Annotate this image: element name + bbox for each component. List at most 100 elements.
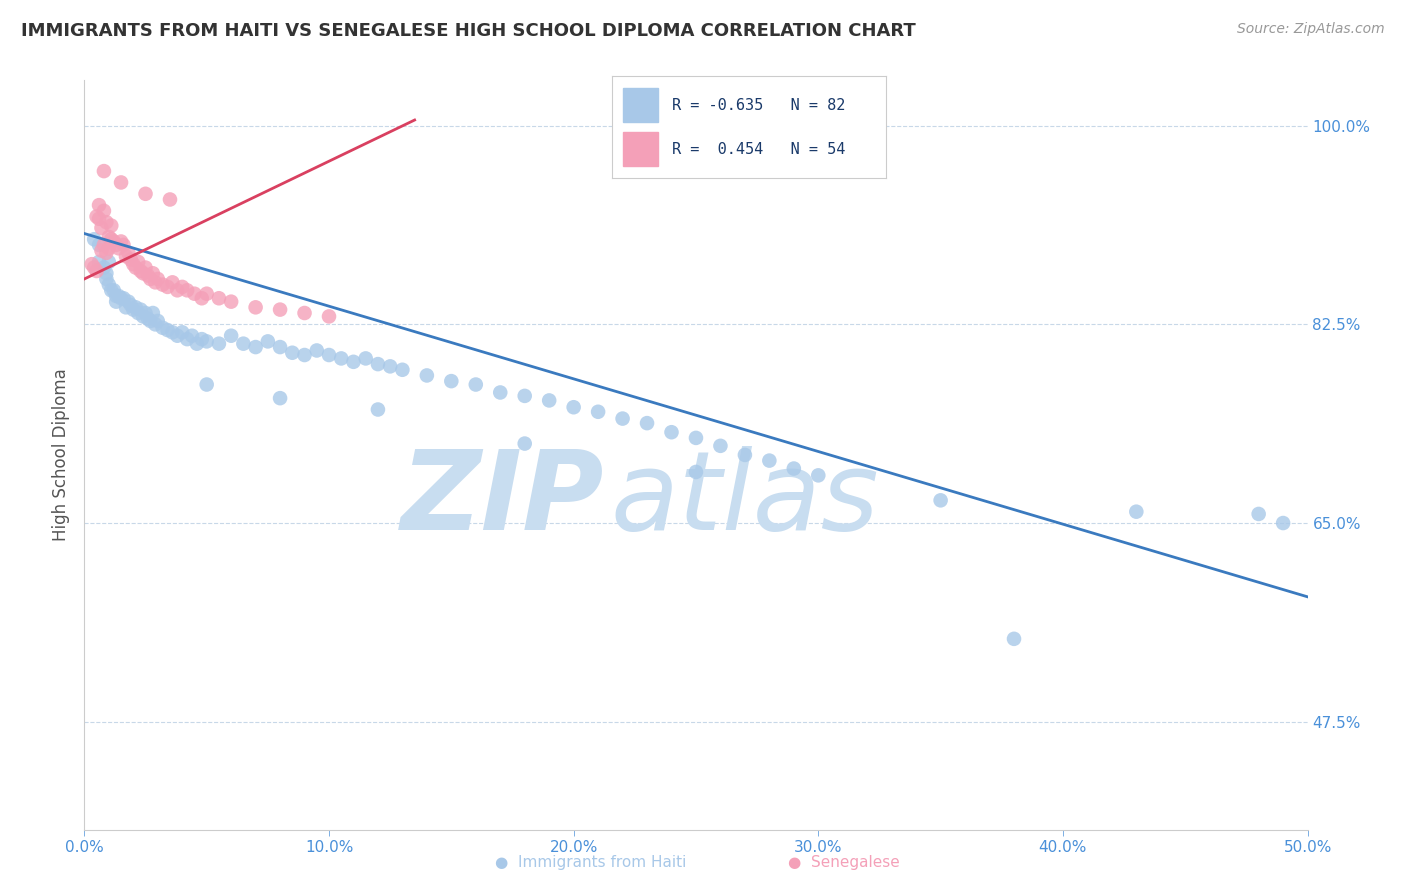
Point	[143, 318, 166, 332]
Point	[783, 461, 806, 475]
Text: ●  Immigrants from Haiti: ● Immigrants from Haiti	[495, 855, 686, 870]
Point	[87, 255, 110, 269]
Point	[162, 276, 184, 290]
Point	[195, 377, 218, 392]
Point	[103, 235, 125, 249]
Point	[195, 286, 218, 301]
Point	[136, 311, 159, 326]
Point	[166, 283, 188, 297]
Point	[538, 393, 561, 408]
Point	[208, 291, 231, 305]
Point	[105, 238, 128, 252]
Point	[135, 306, 157, 320]
Point	[135, 260, 157, 275]
Point	[440, 374, 463, 388]
Point	[120, 298, 142, 312]
Point	[117, 294, 139, 309]
Point	[1002, 632, 1025, 646]
Point	[83, 260, 105, 275]
Bar	[623, 88, 658, 122]
Point	[929, 493, 952, 508]
Point	[120, 252, 142, 267]
Point	[166, 328, 188, 343]
Text: ●  Senegalese: ● Senegalese	[787, 855, 900, 870]
Point	[100, 232, 122, 246]
Point	[90, 244, 112, 258]
Point	[232, 336, 254, 351]
Point	[245, 301, 267, 315]
Point	[162, 326, 184, 340]
Point	[93, 164, 115, 178]
Point	[186, 336, 208, 351]
Point	[734, 448, 756, 462]
Point	[97, 230, 120, 244]
Point	[612, 411, 634, 425]
Point	[100, 283, 122, 297]
Point	[489, 385, 512, 400]
Point	[330, 351, 353, 366]
Point	[636, 416, 658, 430]
Point	[96, 266, 118, 280]
Point	[176, 332, 198, 346]
Text: IMMIGRANTS FROM HAITI VS SENEGALESE HIGH SCHOOL DIPLOMA CORRELATION CHART: IMMIGRANTS FROM HAITI VS SENEGALESE HIGH…	[21, 22, 915, 40]
Point	[97, 255, 120, 269]
Point	[219, 294, 242, 309]
Point	[93, 203, 115, 218]
Point	[152, 277, 174, 292]
Point	[269, 302, 291, 317]
Point	[105, 289, 128, 303]
Point	[661, 425, 683, 440]
Point	[1125, 505, 1147, 519]
Point	[125, 301, 148, 315]
Point	[112, 238, 135, 252]
Point	[112, 291, 135, 305]
Point	[139, 272, 162, 286]
Text: Source: ZipAtlas.com: Source: ZipAtlas.com	[1237, 22, 1385, 37]
Point	[191, 291, 214, 305]
Point	[685, 465, 707, 479]
Point	[146, 272, 169, 286]
Point	[97, 277, 120, 292]
Point	[122, 302, 145, 317]
Point	[129, 264, 152, 278]
Point	[807, 468, 830, 483]
Point	[152, 320, 174, 334]
Point	[391, 363, 413, 377]
Point	[110, 291, 132, 305]
Point	[93, 238, 115, 252]
Point	[513, 436, 536, 450]
Point	[176, 283, 198, 297]
Text: atlas: atlas	[610, 446, 879, 553]
Point	[208, 336, 231, 351]
Point	[416, 368, 439, 383]
Point	[219, 328, 242, 343]
Point	[305, 343, 328, 358]
Point	[294, 306, 316, 320]
Point	[105, 294, 128, 309]
Point	[139, 314, 162, 328]
Text: R =  0.454   N = 54: R = 0.454 N = 54	[672, 142, 845, 157]
Point	[586, 405, 609, 419]
Y-axis label: High School Diploma: High School Diploma	[52, 368, 70, 541]
Point	[513, 389, 536, 403]
Point	[146, 314, 169, 328]
Point	[685, 431, 707, 445]
Point	[142, 266, 165, 280]
Point	[80, 257, 103, 271]
Point	[464, 377, 486, 392]
Point	[122, 257, 145, 271]
Point	[156, 280, 179, 294]
Point	[269, 340, 291, 354]
Point	[758, 453, 780, 467]
Point	[87, 211, 110, 226]
Point	[354, 351, 377, 366]
Point	[159, 193, 181, 207]
Point	[318, 348, 340, 362]
Point	[103, 283, 125, 297]
Point	[156, 323, 179, 337]
Point	[97, 241, 120, 255]
Point	[709, 439, 731, 453]
Point	[380, 359, 402, 374]
Point	[86, 264, 108, 278]
Point	[115, 301, 138, 315]
